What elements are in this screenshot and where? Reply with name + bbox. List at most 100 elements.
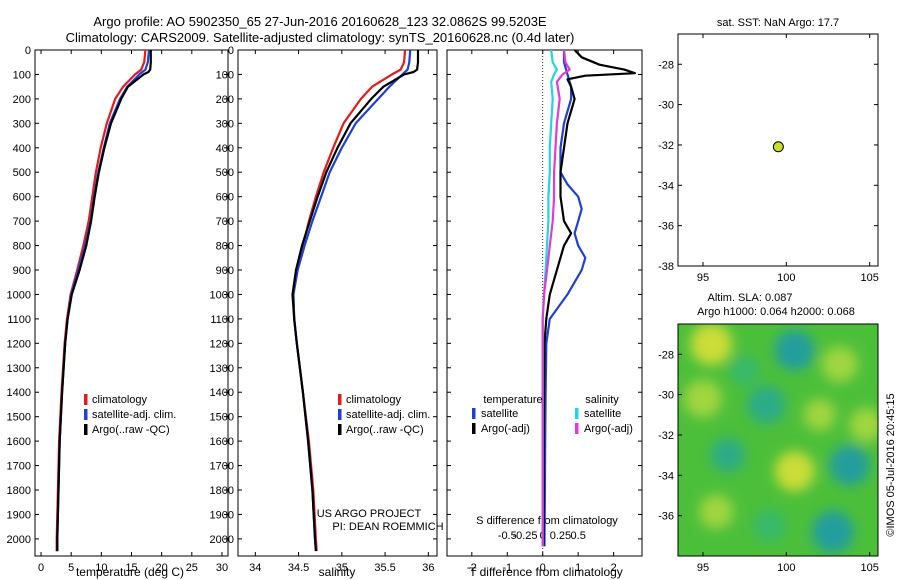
salinity-ytick-label: 900 (216, 265, 234, 277)
altimetry-axes-marks: 95 100 105 -36 -34 -32 -30 -28 (658, 349, 879, 574)
salinity-axes (237, 49, 438, 557)
temperature-ytick-label: 500 (13, 167, 31, 179)
salinity-legend-label: Argo(..raw -QC) (346, 424, 424, 436)
difference-legend-label: Argo(-adj) (584, 423, 633, 435)
temperature-xtick-label: 5 (68, 562, 74, 574)
salinity-legend: climatology satellite-adj. clim. Argo(..ra… (338, 394, 430, 436)
location-ytick-label: -32 (658, 140, 674, 152)
altimetry-anomaly-blob (699, 494, 734, 529)
temperature-ytick-label: 1500 (7, 412, 31, 424)
salinity-series-2 (291, 50, 420, 552)
salinity-ytick-label: 300 (216, 118, 234, 130)
temperature-ytick-label: 1300 (7, 363, 31, 375)
difference-xtick-label: 1 (575, 562, 581, 574)
altimetry-axes (677, 323, 879, 557)
difference-legend: temperature salinity satellite Argo(-adj) sa… (472, 394, 633, 435)
salinity-ytick-label: 600 (216, 192, 234, 204)
difference-legend-title-salinity: salinity (585, 394, 619, 406)
location-ytick-label: -34 (658, 180, 674, 192)
temperature-ytick-label: 1600 (7, 436, 31, 448)
location-xtick-label: 105 (860, 272, 878, 284)
location-panel: sat. SST: NaN Argo: 17.7 (677, 17, 879, 267)
difference-legend-swatch (472, 408, 476, 419)
temperature-ytick-label: 1400 (7, 387, 31, 399)
altimetry-anomaly-blob (774, 451, 815, 492)
salinity-ytick-label: 1600 (210, 436, 234, 448)
salinity-ytick-label: 1200 (210, 338, 234, 350)
salinity-xtick-label: 35.5 (374, 562, 395, 574)
altimetry-anomaly-blob (711, 438, 745, 473)
salinity-ytick-label: 1800 (210, 485, 234, 497)
salinity-xtick-label: 35 (336, 562, 348, 574)
temperature-ytick-label: 200 (13, 94, 31, 106)
temperature-ytick-label: 600 (13, 192, 31, 204)
altimetry-field (684, 324, 878, 553)
salinity-ytick-label: 1400 (210, 387, 234, 399)
temperature-xtick-label: 25 (186, 562, 198, 574)
salinity-ytick-label: 1300 (210, 363, 234, 375)
temperature-legend-label: Argo(..raw -QC) (92, 424, 170, 436)
temperature-legend: climatology satellite-adj. clim. Argo(..ra… (84, 394, 176, 436)
altimetry-anomaly-blob (690, 324, 733, 366)
salinity-ytick-label: 200 (216, 94, 234, 106)
project-line-2: PI: DEAN ROEMMICH (332, 521, 443, 533)
altimetry-title: Altim. SLA: 0.087 (708, 292, 793, 304)
altimetry-anomaly-blob (821, 346, 858, 383)
difference-legend-label: satellite (584, 408, 621, 420)
difference-legend-label: satellite (481, 408, 518, 420)
temperature-ytick-label: 300 (13, 118, 31, 130)
difference-legend-swatch (575, 423, 579, 434)
altimetry-heatmap (678, 324, 878, 556)
difference-legend-title-temperature: temperature (483, 394, 542, 406)
salinity-xlabel: salinity (319, 565, 356, 579)
salinity-ytick-label: 100 (216, 69, 234, 81)
temperature-ytick-label: 100 (13, 69, 31, 81)
salinity-xtick-label: 34.5 (288, 562, 309, 574)
salinity-ytick-label: 1500 (210, 412, 234, 424)
difference-s-tick-label: -0.25 (512, 530, 537, 542)
temperature-xtick-label: 0 (38, 562, 44, 574)
chart-marks: 0100200300400500600700800900100011001200… (7, 34, 879, 574)
temperature-xtick-label: 30 (216, 562, 228, 574)
altimetry-anomaly-blob (829, 445, 870, 486)
temperature-xtick-label: 20 (156, 562, 168, 574)
temperature-legend-label: satellite-adj. clim. (92, 409, 176, 421)
difference-xlabel-top: S difference from climatology (476, 515, 618, 527)
salinity-legend-label: satellite-adj. clim. (346, 409, 430, 421)
altimetry-ytick-label: -28 (658, 349, 674, 361)
salinity-ytick-label: 2000 (210, 534, 234, 546)
argo-location-point (772, 141, 784, 153)
salinity-marks: 0 100 200 300 400 500 600 700 800 900 1000 1100 1200… (210, 45, 437, 574)
difference-legend-label: Argo(-adj) (481, 423, 530, 435)
temperature-ytick-label: 2000 (7, 534, 31, 546)
altimetry-xtick-label: 100 (777, 562, 795, 574)
salinity-ytick-label: 1900 (210, 509, 234, 521)
temperature-ytick-label: 0 (25, 45, 31, 57)
altimetry-anomaly-blob (747, 385, 786, 424)
salinity-ytick-label: 1700 (210, 461, 234, 473)
difference-s-tick-label: 0.25 (550, 530, 571, 542)
temperature-ytick-label: 1800 (7, 485, 31, 497)
temperature-xlabel: temperature (deg C) (76, 565, 184, 579)
altimetry-subtitle: Argo h1000: 0.064 h2000: 0.068 (697, 306, 855, 318)
altimetry-anomaly-blob (753, 509, 786, 542)
temperature-legend-swatch (84, 409, 88, 420)
altimetry-anomaly-blob (729, 355, 760, 386)
altimetry-anomaly-blob (803, 398, 836, 431)
salinity-ytick-label: 800 (216, 241, 234, 253)
temperature-ytick-label: 1900 (7, 509, 31, 521)
altimetry-anomaly-blob (684, 379, 722, 418)
salinity-legend-swatch (338, 424, 342, 435)
altimetry-ytick-label: -34 (658, 470, 674, 482)
temperature-ytick-label: 800 (13, 241, 31, 253)
title-line-1: Argo profile: AO 5902350_65 27-Jun-2016 … (93, 14, 547, 29)
temperature-panel (34, 49, 229, 557)
salinity-xtick-label: 36 (422, 562, 434, 574)
difference-series-3 (541, 49, 571, 547)
location-ytick-label: -36 (658, 221, 674, 233)
difference-legend-swatch (575, 408, 579, 419)
imos-credit: ©IMOS 05-Jul-2016 20:45:15 (885, 393, 897, 536)
altimetry-xtick-label: 105 (860, 562, 878, 574)
